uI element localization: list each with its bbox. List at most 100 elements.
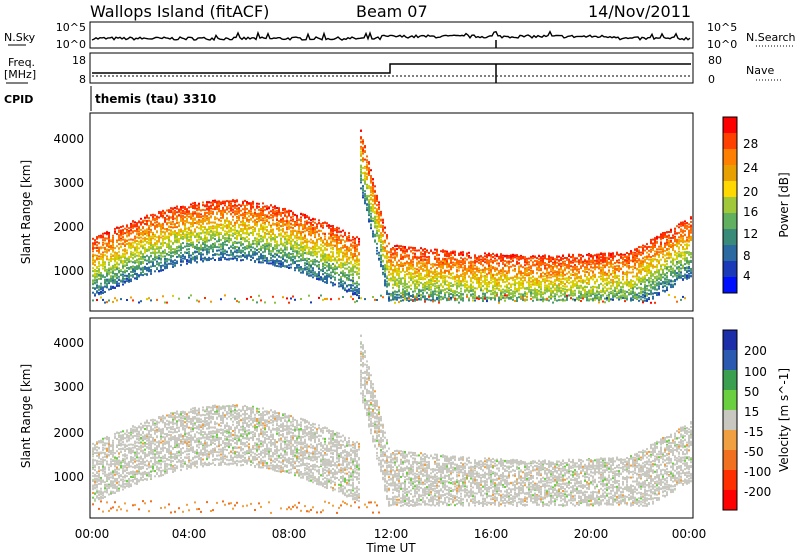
data-cell [380,238,382,241]
data-cell [374,207,376,210]
data-cell [308,274,310,277]
data-cell [390,248,392,251]
data-cell [414,255,416,258]
data-cell [164,257,166,260]
data-cell [386,261,388,263]
data-cell [136,236,138,239]
data-cell [380,232,382,235]
data-cell [188,240,190,242]
data-cell [112,234,114,237]
data-cell [276,260,278,262]
data-cell [232,241,234,244]
data-cell [260,212,262,215]
data-cell [202,219,204,222]
data-cell [106,258,108,261]
data-cell [294,243,296,246]
data-cell [158,246,160,249]
data-cell [352,287,354,290]
data-cell [282,228,284,231]
data-cell [130,255,132,258]
data-cell [362,185,364,188]
data-cell [338,242,340,244]
data-cell [352,241,354,244]
data-cell [156,225,158,228]
data-cell [418,276,420,279]
data-cell [310,232,312,235]
data-cell [340,276,342,278]
data-cell [376,199,378,202]
data-cell [128,234,130,237]
data-cell [252,216,254,219]
data-cell [418,274,420,277]
data-cell [334,264,336,267]
data-cell [234,210,236,213]
data-cell [130,238,132,241]
data-cell [380,248,382,251]
data-cell [98,258,100,260]
data-cell [314,242,316,245]
data-cell [264,243,266,245]
data-cell [174,262,176,264]
data-cell [100,282,102,285]
data-cell [340,284,342,287]
data-cell [190,213,192,216]
data-cell [108,267,110,270]
data-cell [356,282,358,284]
data-cell [404,298,406,301]
data-cell [336,255,338,258]
data-cell [316,227,318,230]
data-cell [406,292,408,295]
data-cell [272,295,274,298]
data-cell [154,219,156,222]
data-cell [290,244,292,247]
data-cell [296,247,298,250]
data-cell [410,260,412,263]
data-cell [392,256,394,259]
data-cell [146,223,148,226]
data-cell [180,245,182,248]
data-cell [294,223,296,226]
data-cell [190,203,192,206]
data-cell [300,219,302,222]
data-cell [354,241,356,244]
data-cell [136,247,138,250]
data-cell [160,233,162,236]
data-cell [330,234,332,236]
data-cell [276,242,278,245]
data-cell [170,229,172,232]
data-cell [210,201,212,204]
data-cell [372,217,374,220]
data-cell [104,254,106,257]
data-cell [166,243,168,246]
data-cell [210,247,212,250]
data-cell [396,262,398,265]
data-cell [340,281,342,283]
data-cell [212,257,214,260]
data-cell [94,269,96,272]
data-cell [200,221,202,224]
data-cell [218,200,220,203]
data-cell [250,255,252,258]
data-cell [284,235,286,238]
data-cell [176,250,178,252]
data-cell [238,301,240,304]
data-cell [144,216,146,219]
data-cell [130,266,132,268]
data-cell [272,222,274,225]
data-cell [282,258,284,260]
data-cell [286,210,288,213]
data-cell [374,194,376,197]
data-cell [202,204,204,207]
data-cell [134,246,136,249]
data-cell [248,212,250,215]
data-cell [240,214,242,217]
data-cell [370,190,372,193]
data-cell [128,256,130,259]
data-cell [182,206,184,209]
data-cell [318,271,320,274]
data-cell [258,218,260,221]
data-cell [150,220,152,223]
data-cell [130,252,132,255]
data-cell [302,238,304,241]
data-cell [98,255,100,258]
